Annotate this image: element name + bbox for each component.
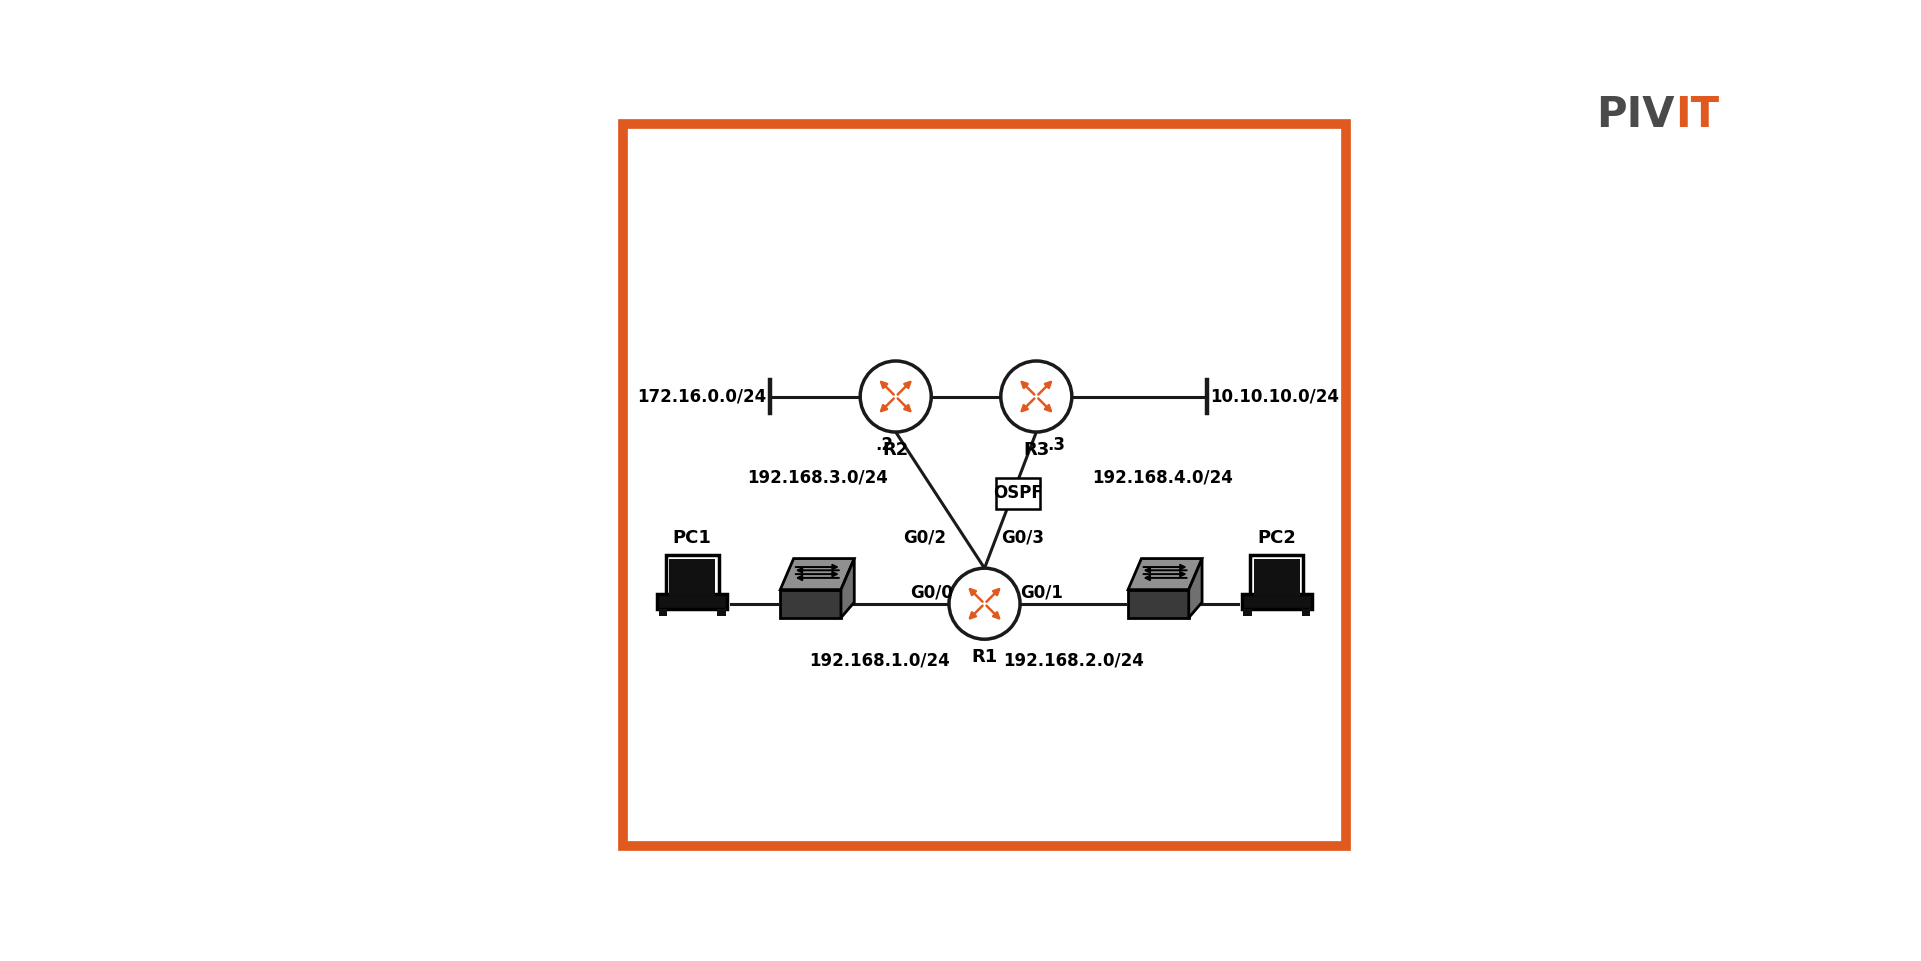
FancyBboxPatch shape (1302, 608, 1310, 616)
Polygon shape (1128, 558, 1203, 590)
Text: .3: .3 (1047, 435, 1066, 454)
Polygon shape (780, 590, 841, 618)
Text: G0/0: G0/0 (911, 583, 953, 602)
Polygon shape (1128, 590, 1189, 618)
Text: OSPF: OSPF (993, 483, 1043, 502)
FancyBboxPatch shape (717, 608, 726, 616)
Circle shape (949, 568, 1020, 639)
FancyBboxPatch shape (1243, 608, 1252, 616)
FancyBboxPatch shape (1241, 595, 1312, 608)
Polygon shape (780, 558, 855, 590)
Text: 192.168.1.0/24: 192.168.1.0/24 (809, 652, 949, 670)
Text: 192.168.4.0/24: 192.168.4.0/24 (1091, 469, 1233, 487)
Text: R3: R3 (1024, 441, 1049, 459)
Text: PC2: PC2 (1258, 530, 1297, 548)
Text: SW1: SW1 (795, 624, 839, 642)
Circle shape (1001, 361, 1072, 432)
Text: PC1: PC1 (672, 530, 711, 548)
FancyBboxPatch shape (657, 595, 728, 608)
Text: G0/2: G0/2 (903, 529, 945, 546)
Text: R1: R1 (972, 648, 997, 666)
Text: 172.16.0.0/24: 172.16.0.0/24 (638, 387, 766, 406)
Text: PIV: PIV (1596, 94, 1675, 136)
Text: .2: .2 (876, 435, 893, 454)
Polygon shape (841, 558, 855, 618)
FancyBboxPatch shape (669, 558, 715, 596)
Text: G0/3: G0/3 (1001, 529, 1043, 546)
Text: 10.10.10.0/24: 10.10.10.0/24 (1210, 387, 1339, 406)
Text: 192.168.3.0/24: 192.168.3.0/24 (747, 469, 888, 487)
Text: SW2: SW2 (1143, 624, 1187, 642)
Text: 192.168.2.0/24: 192.168.2.0/24 (1003, 652, 1143, 670)
Text: IT: IT (1675, 94, 1719, 136)
Circle shape (861, 361, 932, 432)
FancyBboxPatch shape (1254, 558, 1301, 596)
FancyBboxPatch shape (659, 608, 667, 616)
Text: G0/1: G0/1 (1020, 583, 1062, 602)
Text: R2: R2 (882, 441, 909, 459)
FancyBboxPatch shape (1251, 554, 1304, 600)
FancyBboxPatch shape (995, 478, 1039, 509)
Polygon shape (1189, 558, 1203, 618)
FancyBboxPatch shape (665, 554, 718, 600)
